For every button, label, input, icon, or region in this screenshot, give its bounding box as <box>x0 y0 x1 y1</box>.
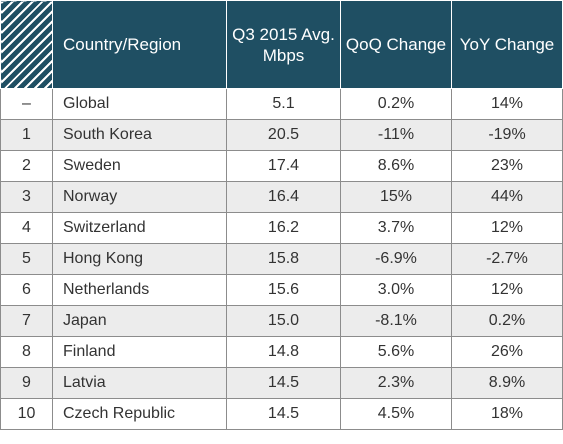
yoy-change-cell: 18% <box>451 398 563 430</box>
avg-mbps-cell: 16.4 <box>226 181 341 213</box>
qoq-change-cell: -8.1% <box>340 305 452 337</box>
rank-cell: 4 <box>0 212 53 244</box>
yoy-change-cell: 44% <box>451 181 563 213</box>
table-row: 4 Switzerland 16.2 3.7% 12% <box>0 212 563 244</box>
yoy-change-cell: 12% <box>451 274 563 306</box>
table-row: 2 Sweden 17.4 8.6% 23% <box>0 150 563 182</box>
table-body: – Global 5.1 0.2% 14% 1 South Korea 20.5 -11% -19… <box>0 88 563 430</box>
avg-mbps-cell: 20.5 <box>226 119 341 151</box>
rank-cell: 7 <box>0 305 53 337</box>
rank-cell: 6 <box>0 274 53 306</box>
table-header: Country/Region Q3 2015 Avg. Mbps QoQ Cha… <box>0 0 563 89</box>
avg-mbps-cell: 15.0 <box>226 305 341 337</box>
yoy-change-cell: 8.9% <box>451 367 563 399</box>
speed-ranking-table: Country/Region Q3 2015 Avg. Mbps QoQ Cha… <box>0 0 563 430</box>
table-row: 5 Hong Kong 15.8 -6.9% -2.7% <box>0 243 563 275</box>
header-yoy-change: YoY Change <box>451 0 563 89</box>
yoy-change-cell: 26% <box>451 336 563 368</box>
qoq-change-cell: 0.2% <box>340 88 452 120</box>
header-avg-mbps: Q3 2015 Avg. Mbps <box>226 0 341 89</box>
qoq-change-cell: 8.6% <box>340 150 452 182</box>
country-cell: Finland <box>52 336 227 368</box>
table-row: 7 Japan 15.0 -8.1% 0.2% <box>0 305 563 337</box>
table-row: 8 Finland 14.8 5.6% 26% <box>0 336 563 368</box>
yoy-change-cell: -2.7% <box>451 243 563 275</box>
rank-cell: 9 <box>0 367 53 399</box>
rank-cell: 1 <box>0 119 53 151</box>
table-row: 1 South Korea 20.5 -11% -19% <box>0 119 563 151</box>
yoy-change-cell: 23% <box>451 150 563 182</box>
qoq-change-cell: -6.9% <box>340 243 452 275</box>
qoq-change-cell: 3.7% <box>340 212 452 244</box>
rank-cell: 10 <box>0 398 53 430</box>
country-cell: Hong Kong <box>52 243 227 275</box>
table-row: – Global 5.1 0.2% 14% <box>0 88 563 120</box>
rank-cell: 8 <box>0 336 53 368</box>
avg-mbps-cell: 5.1 <box>226 88 341 120</box>
qoq-change-cell: 5.6% <box>340 336 452 368</box>
header-qoq-change: QoQ Change <box>340 0 452 89</box>
header-row: Country/Region Q3 2015 Avg. Mbps QoQ Cha… <box>0 0 563 89</box>
country-cell: Global <box>52 88 227 120</box>
table-row: 3 Norway 16.4 15% 44% <box>0 181 563 213</box>
avg-mbps-cell: 14.5 <box>226 398 341 430</box>
rank-cell: 2 <box>0 150 53 182</box>
country-cell: Latvia <box>52 367 227 399</box>
qoq-change-cell: 15% <box>340 181 452 213</box>
avg-mbps-cell: 15.8 <box>226 243 341 275</box>
header-country-region: Country/Region <box>52 0 227 89</box>
yoy-change-cell: 0.2% <box>451 305 563 337</box>
avg-mbps-cell: 16.2 <box>226 212 341 244</box>
yoy-change-cell: 12% <box>451 212 563 244</box>
avg-mbps-cell: 14.5 <box>226 367 341 399</box>
qoq-change-cell: 3.0% <box>340 274 452 306</box>
avg-mbps-cell: 15.6 <box>226 274 341 306</box>
qoq-change-cell: 4.5% <box>340 398 452 430</box>
country-cell: Netherlands <box>52 274 227 306</box>
country-cell: Switzerland <box>52 212 227 244</box>
rank-cell: 3 <box>0 181 53 213</box>
country-cell: Norway <box>52 181 227 213</box>
table-row: 6 Netherlands 15.6 3.0% 12% <box>0 274 563 306</box>
table-row: 10 Czech Republic 14.5 4.5% 18% <box>0 398 563 430</box>
hatched-corner-cell <box>0 0 53 89</box>
qoq-change-cell: -11% <box>340 119 452 151</box>
country-cell: Japan <box>52 305 227 337</box>
yoy-change-cell: -19% <box>451 119 563 151</box>
avg-mbps-cell: 17.4 <box>226 150 341 182</box>
table-row: 9 Latvia 14.5 2.3% 8.9% <box>0 367 563 399</box>
rank-cell: – <box>0 88 53 120</box>
rank-cell: 5 <box>0 243 53 275</box>
country-cell: Czech Republic <box>52 398 227 430</box>
avg-mbps-cell: 14.8 <box>226 336 341 368</box>
country-cell: Sweden <box>52 150 227 182</box>
yoy-change-cell: 14% <box>451 88 563 120</box>
country-cell: South Korea <box>52 119 227 151</box>
qoq-change-cell: 2.3% <box>340 367 452 399</box>
